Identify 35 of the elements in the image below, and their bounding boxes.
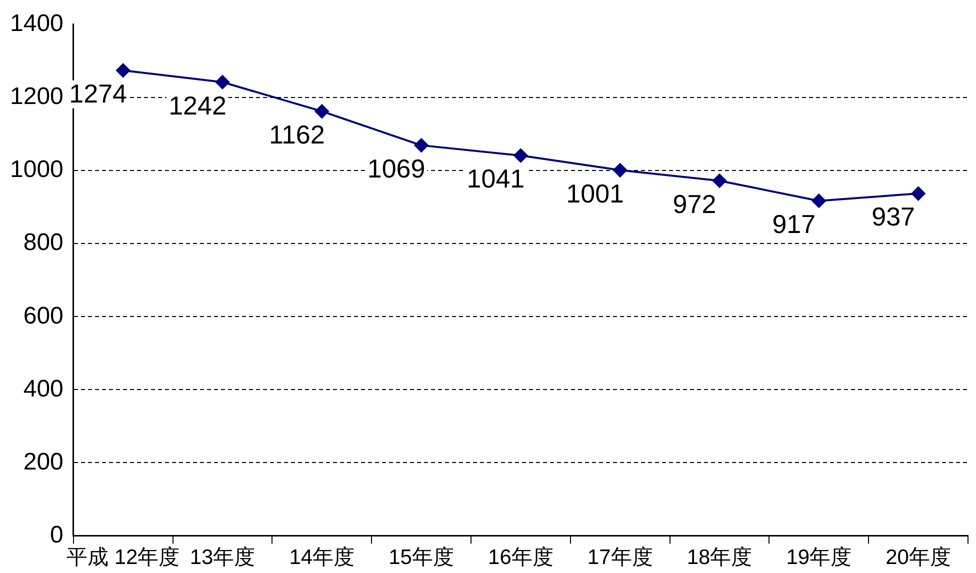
x-tick-label: 20年度 [886,546,951,570]
x-tick-label: 18年度 [686,546,752,570]
x-tick-label: 平成 12年度 [66,546,180,570]
point [613,163,628,178]
data-label: 1162 [268,120,325,150]
data-label: 1242 [168,90,226,120]
data-label: 1274 [69,78,128,109]
x-tick-label: 14年度 [289,546,355,570]
point [812,194,826,208]
point [514,148,528,163]
y-tick-label: 1400 [10,10,64,38]
x-tick-label: 13年度 [190,546,256,570]
y-tick-label: 400 [23,375,64,402]
y-tick-label: 600 [23,302,64,330]
point [215,75,230,90]
point [116,63,130,78]
y-tick-label: 800 [23,229,64,256]
data-label: 917 [772,209,816,240]
x-tick-label: 17年度 [587,546,653,570]
y-tick-label: 1000 [10,156,64,184]
data-label: 1041 [466,164,525,194]
y-tick-label: 0 [50,521,64,548]
data-label: 1069 [367,153,426,184]
point [911,186,926,201]
x-tick-label: 15年度 [388,546,454,570]
x-tick-label: 19年度 [786,546,852,570]
y-tick-label: 1200 [10,83,64,110]
data-label: 1001 [566,178,624,208]
x-tick-label: 16年度 [488,546,554,570]
point [314,104,329,118]
data-label: 972 [672,188,716,219]
point [712,174,726,188]
point [414,138,428,152]
y-tick-label: 200 [23,448,64,476]
data-label: 937 [872,202,915,232]
